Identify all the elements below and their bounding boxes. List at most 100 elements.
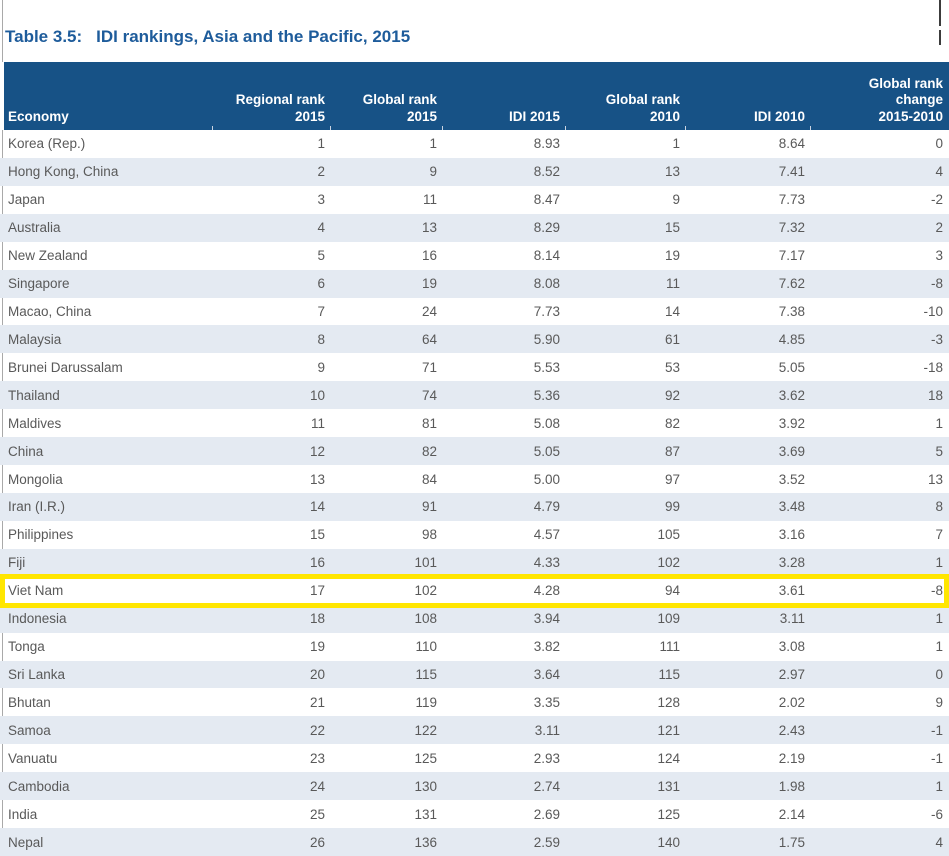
regional-rank-2015-cell: 4 <box>317 220 325 236</box>
rank-change-cell: 18 <box>927 387 943 403</box>
table-row: Australia 4 13 8.29 15 7.32 2 <box>0 213 949 242</box>
economy-cell: Thailand <box>8 387 60 403</box>
global-rank-2010-cell: 94 <box>664 583 680 599</box>
economy-cell: Maldives <box>8 415 62 431</box>
economy-cell: Singapore <box>8 276 70 292</box>
top-right-border-line-gap <box>939 30 941 45</box>
rank-change-cell: 2 <box>935 220 943 236</box>
economy-cell: Tonga <box>8 639 45 655</box>
regional-rank-2015-cell: 24 <box>309 778 325 794</box>
regional-rank-2015-cell: 13 <box>309 471 325 487</box>
idi-2010-cell: 3.48 <box>778 499 805 515</box>
idi-2010-cell: 7.62 <box>778 276 805 292</box>
table-row: Philippines 15 98 4.57 105 3.16 7 <box>0 521 949 549</box>
global-rank-2010-cell: 15 <box>664 220 680 236</box>
idi-2010-cell: 3.92 <box>778 415 805 431</box>
global-rank-2010-cell: 11 <box>665 276 680 292</box>
rank-change-cell: 7 <box>935 527 943 543</box>
global-rank-2010-cell: 115 <box>658 666 680 682</box>
global-rank-2015-cell: 19 <box>421 276 437 292</box>
idi-2015-cell: 5.36 <box>533 387 560 403</box>
rank-change-cell: 13 <box>927 471 943 487</box>
idi-2015-cell: 3.64 <box>533 666 560 682</box>
global-rank-2010-cell: 99 <box>664 499 680 515</box>
idi-2015-cell: 3.35 <box>533 694 560 710</box>
idi-2010-cell: 3.28 <box>778 555 805 571</box>
rank-change-cell: 4 <box>935 164 943 180</box>
table-row: China 12 82 5.05 87 3.69 5 <box>0 437 949 466</box>
regional-rank-2015-cell: 15 <box>309 527 325 543</box>
idi-2010-cell: 3.52 <box>778 471 805 487</box>
rank-change-cell: 8 <box>935 499 943 515</box>
rank-change-cell: 5 <box>935 443 943 459</box>
regional-rank-2015-cell: 14 <box>309 499 325 515</box>
rank-change-cell: -8 <box>930 276 943 292</box>
idi-2015-cell: 2.69 <box>533 806 560 822</box>
global-rank-2010-cell: 125 <box>657 806 680 822</box>
idi-2010-cell: 3.61 <box>778 583 805 599</box>
global-rank-2015-cell: 101 <box>414 555 437 571</box>
idi-2010-cell: 1.98 <box>778 778 805 794</box>
table-title-text: IDI rankings, Asia and the Pacific, 2015 <box>96 27 411 46</box>
table-row: Tonga 19 110 3.82 111 3.08 1 <box>0 633 949 661</box>
economy-cell: Sri Lanka <box>8 666 66 682</box>
idi-2010-cell: 2.43 <box>778 722 805 738</box>
global-rank-2015-cell: 102 <box>414 583 437 599</box>
header-regional-rank-2015: Regional rank 2015 <box>213 62 331 130</box>
regional-rank-2015-cell: 9 <box>317 359 325 375</box>
regional-rank-2015-cell: 16 <box>309 555 325 571</box>
idi-2010-cell: 4.85 <box>778 331 805 347</box>
idi-2015-cell: 5.00 <box>533 471 560 487</box>
idi-2015-cell: 4.28 <box>533 583 560 599</box>
idi-2015-cell: 8.29 <box>533 220 560 236</box>
idi-2015-cell: 3.82 <box>533 639 560 655</box>
regional-rank-2015-cell: 26 <box>309 834 325 850</box>
regional-rank-2015-cell: 18 <box>309 611 325 627</box>
table-body: Korea (Rep.) 1 1 8.93 1 8.64 0 Hong Kong… <box>0 130 949 856</box>
economy-cell: Bhutan <box>8 694 51 710</box>
table-row: Viet Nam 17 102 4.28 94 3.61 -8 <box>0 577 949 605</box>
global-rank-2015-cell: 110 <box>415 639 437 655</box>
idi-2010-cell: 7.38 <box>778 303 805 319</box>
table-row: India 25 131 2.69 125 2.14 -6 <box>0 800 949 828</box>
global-rank-2010-cell: 102 <box>657 555 680 571</box>
table-row: Sri Lanka 20 115 3.64 115 2.97 0 <box>0 660 949 689</box>
economy-cell: Philippines <box>8 527 74 543</box>
global-rank-2010-cell: 61 <box>664 331 680 347</box>
economy-cell: Australia <box>8 220 61 236</box>
global-rank-2015-cell: 131 <box>414 806 437 822</box>
table-row: Samoa 22 122 3.11 121 2.43 -1 <box>0 716 949 745</box>
idi-2010-cell: 2.97 <box>778 666 805 682</box>
regional-rank-2015-cell: 8 <box>317 331 325 347</box>
table-row: Iran (I.R.) 14 91 4.79 99 3.48 8 <box>0 492 949 521</box>
table-row: Maldives 11 81 5.08 82 3.92 1 <box>0 409 949 437</box>
global-rank-2010-cell: 92 <box>664 387 680 403</box>
rank-change-cell: -1 <box>930 750 943 766</box>
economy-cell: New Zealand <box>8 248 88 264</box>
global-rank-2015-cell: 1 <box>429 136 437 152</box>
idi-2010-cell: 3.16 <box>778 527 805 543</box>
global-rank-2010-cell: 124 <box>657 750 680 766</box>
idi-2015-cell: 4.79 <box>533 499 560 515</box>
global-rank-2010-cell: 121 <box>657 722 680 738</box>
idi-2015-cell: 5.53 <box>533 359 560 375</box>
economy-cell: Brunei Darussalam <box>8 359 123 375</box>
table-header-row: Economy Regional rank 2015 Global rank 2… <box>0 62 949 130</box>
table-row: Singapore 6 19 8.08 11 7.62 -8 <box>0 269 949 298</box>
rank-change-cell: 0 <box>935 136 943 152</box>
global-rank-2015-cell: 122 <box>414 722 437 738</box>
header-global-rank-2010: Global rank 2010 <box>566 62 686 130</box>
table-row: Vanuatu 23 125 2.93 124 2.19 -1 <box>0 744 949 772</box>
rank-change-cell: -8 <box>930 583 943 599</box>
global-rank-2015-cell: 13 <box>421 220 437 236</box>
idi-2010-cell: 2.19 <box>778 750 805 766</box>
global-rank-2010-cell: 131 <box>657 778 680 794</box>
global-rank-2010-cell: 82 <box>664 415 680 431</box>
regional-rank-2015-cell: 20 <box>309 666 325 682</box>
rank-change-cell: 1 <box>935 639 943 655</box>
economy-cell: Fiji <box>8 555 26 571</box>
regional-rank-2015-cell: 12 <box>309 443 325 459</box>
regional-rank-2015-cell: 7 <box>317 303 325 319</box>
rank-change-cell: 1 <box>935 611 943 627</box>
regional-rank-2015-cell: 19 <box>309 639 325 655</box>
